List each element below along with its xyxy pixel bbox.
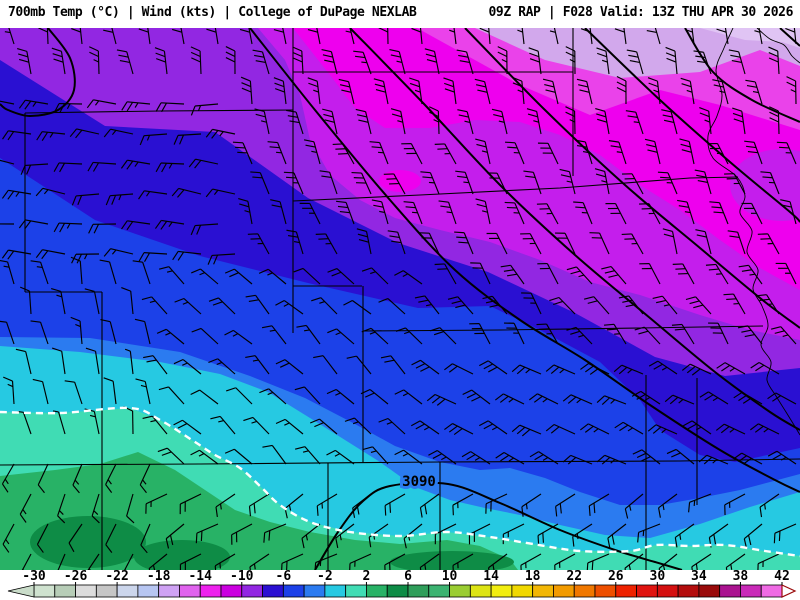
colorbar-cell (116, 584, 139, 598)
colorbar-cell (199, 584, 222, 598)
state-border (24, 109, 294, 114)
height-contour (249, 28, 800, 493)
colorbar-cell (677, 584, 700, 598)
temperature-fill-layer (0, 28, 800, 570)
colorbar-tick-label: 14 (483, 569, 499, 584)
title-bar: 700mb Temp (°C) | Wind (kts) | College o… (0, 0, 800, 28)
colorbar-tick-label: -2 (317, 569, 333, 584)
colorbar-cell (158, 584, 180, 598)
colorbar-tick-label: 26 (608, 569, 624, 584)
colorbar-tick-label: -10 (230, 569, 254, 584)
colorbar-cell (33, 584, 56, 598)
colorbar-cell (449, 584, 471, 598)
colorbar-cell (366, 584, 388, 598)
freezing-isotherm (0, 406, 800, 558)
freezing-line-layer (0, 406, 800, 558)
colorbar-cell (241, 584, 263, 598)
colorbar-cell (179, 584, 201, 598)
colorbar-tick-label: -22 (105, 569, 128, 584)
colorbar-cell (54, 584, 76, 598)
colorbar-legend: -30 -26 -22 -18 -14 -10 -6 -2 2 6 10 14 18 22 26 30 34 38… (7, 569, 797, 598)
colorbar-cell (656, 584, 679, 598)
colorbar-cell (698, 584, 721, 598)
colorbar-cell (220, 584, 243, 598)
river-border (756, 28, 800, 64)
colorbar-cell (137, 584, 160, 598)
height-contour (779, 28, 800, 47)
height-contour (464, 28, 800, 329)
colorbar-cell (553, 584, 575, 598)
wind-barbs-layer (0, 28, 797, 570)
height-contour (0, 28, 76, 118)
temp-band-14 (30, 516, 146, 568)
height-contours-layer: 3090 (0, 28, 800, 570)
colorbar-tick-label: 34 (691, 569, 707, 584)
temp-band-3 (700, 28, 800, 48)
colorbar-right-arrow (781, 584, 797, 598)
colorbar-tick-label: -14 (188, 569, 212, 584)
colorbar-tick-label: -26 (64, 569, 88, 584)
height-contour (349, 28, 800, 431)
colorbar-tick-label: -18 (147, 569, 171, 584)
colorbar-cell (303, 584, 326, 598)
height-contour (684, 28, 800, 123)
colorbar-left-arrow (7, 584, 35, 598)
height-contour (314, 481, 683, 570)
colorbar-cell (428, 584, 450, 598)
colorbar-cell (532, 584, 554, 598)
colorbar-cell (511, 584, 534, 598)
colorbar-cell (95, 584, 118, 598)
colorbar-cell (615, 584, 637, 598)
model-run-valid-time: 09Z RAP | F028 Valid: 13Z THU APR 30 202… (488, 5, 794, 20)
map-area: 3090 (0, 28, 800, 570)
colorbar-tick-label: -6 (276, 569, 292, 584)
colorbar-cell (490, 584, 513, 598)
colorbar-cell (75, 584, 97, 598)
colorbar-tick-label: 10 (442, 569, 458, 584)
colorbar-cell (324, 584, 347, 598)
colorbar-cell (469, 584, 492, 598)
colorbar-tick-label: 42 (774, 569, 790, 584)
colorbar-cell (407, 584, 430, 598)
colorbar-cell (740, 584, 762, 598)
state-border (362, 325, 764, 332)
height-contour (584, 28, 800, 223)
height-contour-label: 3090 (402, 474, 436, 490)
colorbar-tick-label: 38 (733, 569, 749, 584)
colorbar-cell (282, 584, 305, 598)
colorbar-cell (262, 584, 284, 598)
colorbar-tick-label: 18 (525, 569, 541, 584)
colorbar-tick-label: 22 (566, 569, 582, 584)
colorbar-cell (345, 584, 367, 598)
colorbar-tick-label: 6 (404, 569, 412, 584)
colorbar-cell (573, 584, 596, 598)
colorbar-tick-label: 2 (363, 569, 371, 584)
temp-band-16 (390, 551, 514, 570)
colorbar-cell (719, 584, 741, 598)
colorbar-cell (760, 584, 783, 598)
colorbar-tick-label: -30 (22, 569, 46, 584)
colorbar-cell (386, 584, 409, 598)
state-borders-layer (0, 28, 800, 570)
temp-band-5 (379, 170, 421, 192)
temp-band-15 (134, 540, 230, 570)
colorbar-cell (594, 584, 617, 598)
state-border (292, 176, 739, 202)
product-title: 700mb Temp (°C) | Wind (kts) | College o… (8, 5, 417, 20)
colorbar-tick-label: 30 (650, 569, 666, 584)
colorbar-cell (636, 584, 658, 598)
river-border (707, 28, 800, 436)
